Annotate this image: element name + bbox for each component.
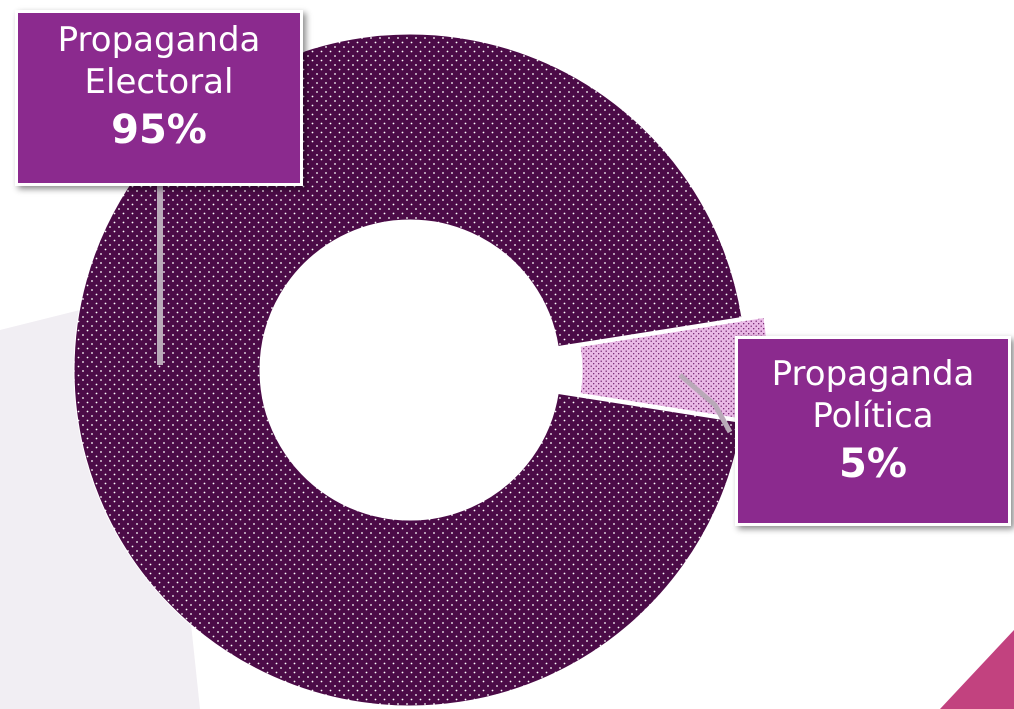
label-value: 95% [111, 107, 207, 153]
label-value: 5% [839, 441, 907, 487]
donut-slice [73, 33, 743, 707]
leader-line [678, 373, 733, 434]
data-label: Propaganda Electoral 95% [15, 10, 303, 186]
background-corner [940, 630, 1014, 709]
data-label: Propaganda Política 5% [735, 336, 1011, 526]
label-category: Propaganda Política [771, 354, 975, 436]
label-category: Propaganda Electoral [57, 20, 261, 102]
donut [73, 33, 769, 707]
